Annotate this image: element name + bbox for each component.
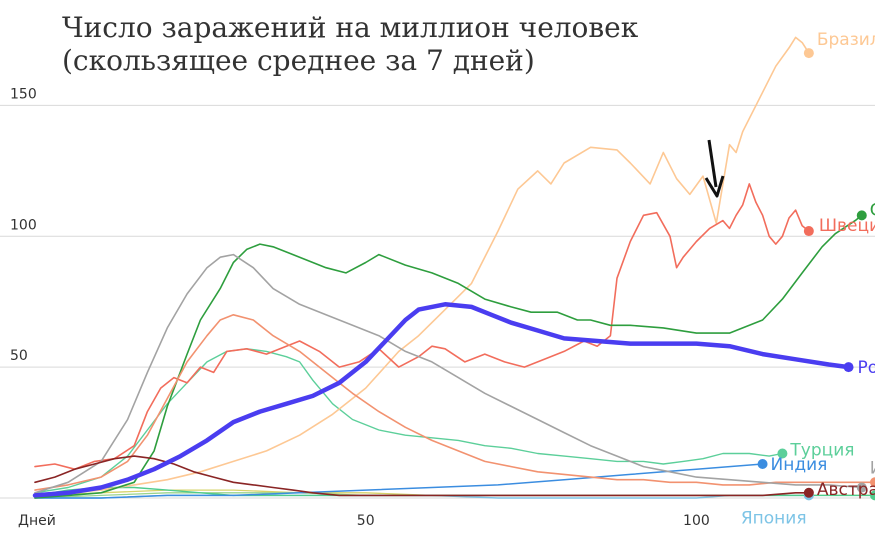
series-lines [32,36,875,499]
series-end-marker [803,487,814,498]
series-line-8 [34,455,810,497]
series-label: Австралия [817,480,875,500]
series-label: Турция [789,441,854,461]
series-label: Швеция [819,216,875,236]
x-tick-label: 50 [357,513,375,529]
series-label: Бразилия [817,30,875,50]
series-line-6 [34,253,863,494]
y-tick-label: 100 [10,217,37,233]
arrow-head [704,175,725,198]
series-line-0 [34,36,810,497]
arrow-shaft [707,139,718,188]
series-label: Япония [741,508,807,528]
title-line-2: (скользящее среднее за 7 дней) [62,44,535,77]
series-end-marker [856,210,867,221]
y-tick-label: 150 [10,86,37,102]
series-end-marker [803,226,814,237]
series-line-5 [34,314,875,491]
y-tick-label: 50 [10,348,28,364]
series-label: Россия [858,358,875,378]
series-end-marker [757,458,768,469]
axis: Дней 50 100 [18,513,710,529]
series-line-3 [32,302,851,498]
series-line-10 [34,486,875,497]
series-end-marker [803,48,814,59]
series-end-marker [843,362,854,373]
series-line-2 [34,214,863,499]
series-label: Италия [870,459,875,479]
x-axis-label: Дней [18,513,56,529]
series-line-7 [34,463,764,499]
series-line-1 [34,183,810,470]
x-tick-label: 100 [683,513,710,529]
series-line-4 [34,348,784,494]
title-line-1: Число заражений на миллион человек [62,11,639,44]
series-end-marker [870,490,875,501]
series-label: США [870,200,875,220]
series-labels: ТурцияЯпонияЮжнаИндияБразилияШвецияСШАГе… [741,30,875,528]
series-end-marker [870,477,875,488]
series-end-marker [856,482,867,493]
highlight-arrow [704,139,725,198]
series-label: Индия [771,455,828,475]
chart-title: Число заражений на миллион человек (скол… [62,11,639,77]
series-end-marker [777,448,788,459]
grid: 50 100 150 [0,86,875,499]
